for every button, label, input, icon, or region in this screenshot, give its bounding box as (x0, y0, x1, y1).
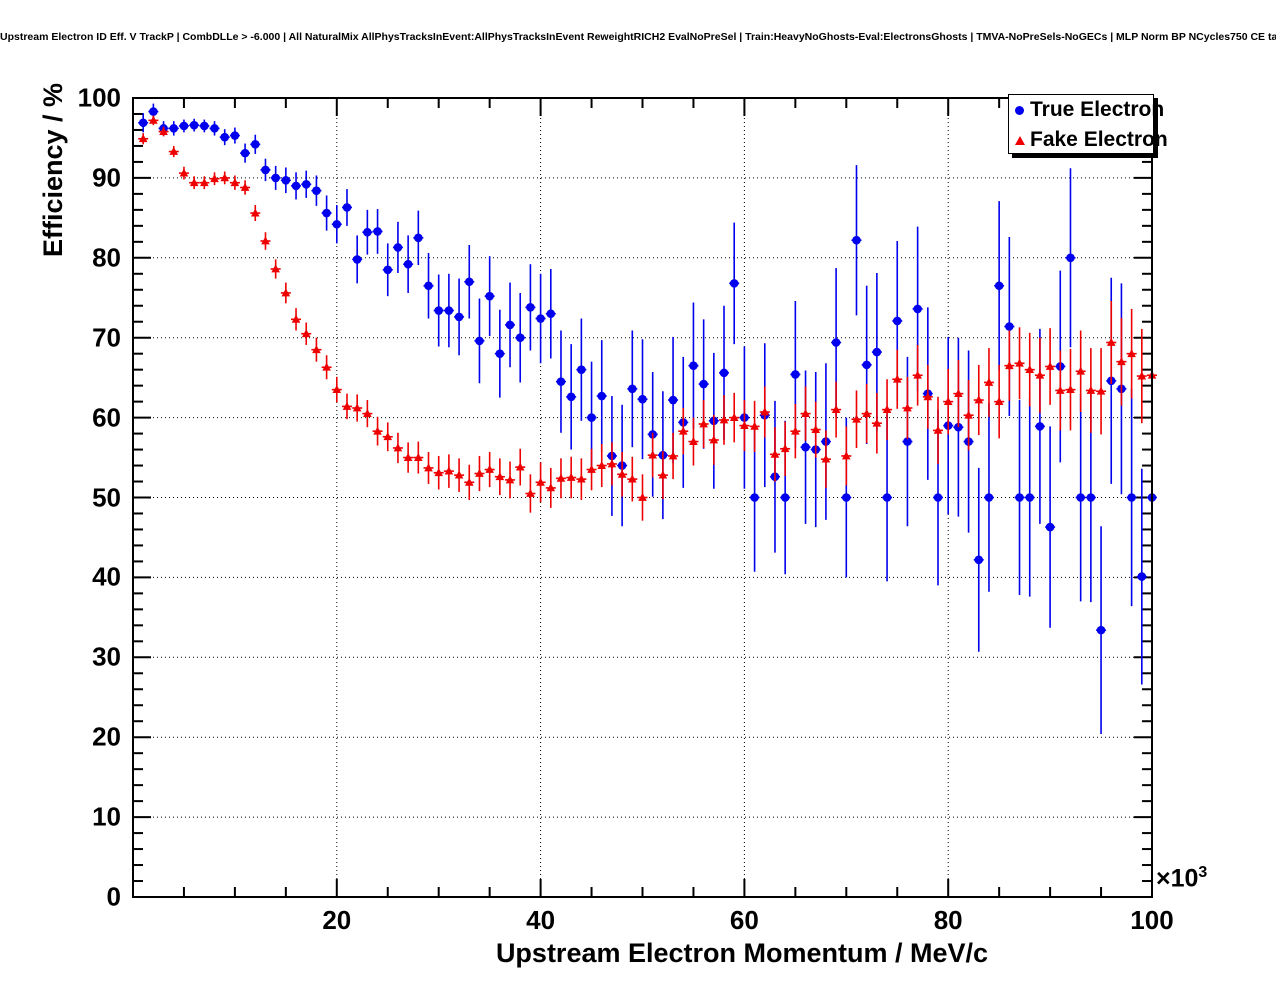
x-tick-label: 80 (933, 905, 963, 935)
y-tick-label: 100 (77, 82, 121, 113)
exponent-base: ×10 (1156, 864, 1199, 893)
y-tick-label: 60 (92, 402, 121, 433)
y-tick-label: 80 (92, 242, 121, 273)
y-tick-label: 40 (92, 561, 121, 592)
x-axis-exponent: ×103 (1156, 864, 1207, 893)
series-fake-electron (138, 115, 1157, 521)
y-tick-label: 90 (92, 162, 121, 193)
plot-frame (132, 97, 1153, 898)
x-tick-label: 100 (1130, 905, 1174, 935)
y-tick-label: 70 (92, 322, 121, 353)
y-tick-label: 10 (92, 801, 121, 832)
y-tick-label: 50 (92, 482, 121, 512)
y-tick-label: 30 (92, 641, 121, 672)
legend-label: True Electron (1030, 98, 1165, 121)
legend[interactable]: True Electron Fake Electron (1008, 94, 1168, 155)
x-tick-label: 20 (322, 905, 352, 935)
triangle-marker-icon (1012, 132, 1028, 148)
legend-entry-fake-electron[interactable]: Fake Electron (1009, 125, 1168, 155)
legend-label: Fake Electron (1030, 128, 1168, 151)
x-tick-label: 40 (526, 905, 556, 935)
y-tick-label: 0 (106, 881, 121, 912)
x-tick-label: 60 (729, 905, 759, 935)
series-true-electron (138, 103, 1157, 735)
y-tick-label: 20 (92, 721, 121, 752)
data-series (138, 103, 1157, 735)
exponent-power: 3 (1198, 864, 1208, 881)
circle-marker-icon (1012, 102, 1028, 118)
plot-title: Upstream Electron ID Eff. V TrackP | Com… (0, 31, 1276, 43)
legend-entry-true-electron[interactable]: True Electron (1009, 95, 1164, 125)
x-axis-label: Upstream Electron Momentum / MeV/c (495, 938, 989, 968)
